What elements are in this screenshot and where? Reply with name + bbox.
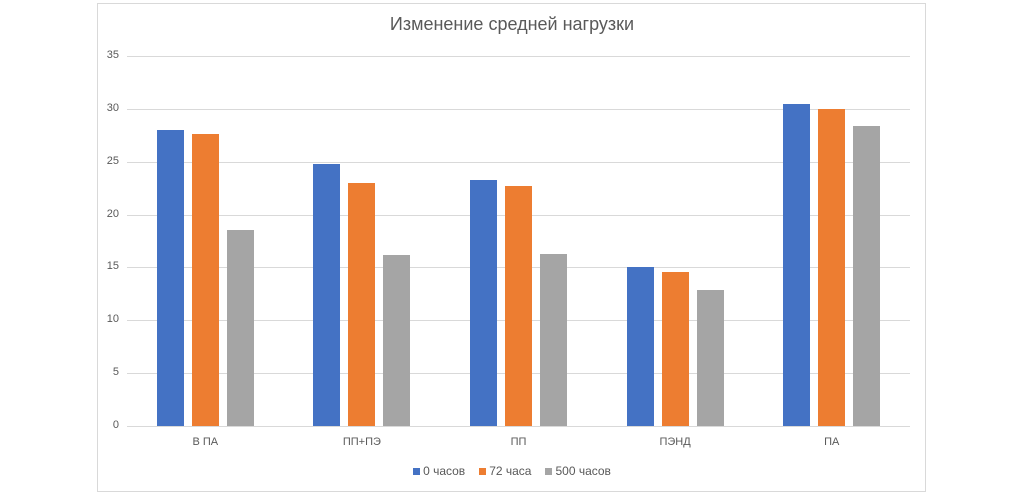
plot-area bbox=[127, 56, 910, 427]
legend-swatch-icon bbox=[413, 467, 421, 475]
gridline bbox=[127, 56, 910, 57]
bar bbox=[383, 254, 411, 426]
y-tick-label: 20 bbox=[106, 207, 119, 220]
bar bbox=[226, 230, 254, 426]
y-tick-label: 10 bbox=[106, 313, 119, 326]
y-tick-label: 5 bbox=[112, 366, 119, 379]
x-tick-label: ПЭНД bbox=[659, 436, 691, 448]
legend: 0 часов 72 часа 500 часов bbox=[0, 464, 1024, 478]
y-tick-label: 0 bbox=[112, 419, 119, 431]
legend-item: 500 часов bbox=[545, 464, 611, 478]
chart-title: Изменение средней нагрузки bbox=[389, 14, 635, 34]
bar bbox=[696, 289, 724, 426]
legend-item: 72 часа bbox=[479, 464, 531, 478]
bar bbox=[853, 125, 881, 426]
legend-swatch-icon bbox=[479, 467, 487, 475]
x-tick-label: ПП+ПЭ bbox=[342, 436, 381, 448]
bar bbox=[661, 271, 689, 426]
y-tick-label: 25 bbox=[106, 154, 119, 167]
y-tick-label: 30 bbox=[106, 101, 119, 114]
gridline bbox=[127, 161, 910, 163]
legend-item: 0 часов bbox=[413, 464, 465, 478]
bar bbox=[783, 103, 811, 426]
legend-swatch-icon bbox=[545, 467, 553, 475]
gridline bbox=[127, 108, 910, 110]
bar bbox=[313, 163, 341, 426]
y-tick-label: 35 bbox=[106, 49, 119, 61]
bar bbox=[505, 186, 532, 426]
gridline bbox=[127, 426, 910, 427]
bar bbox=[540, 253, 567, 426]
bar bbox=[470, 179, 497, 426]
x-tick-label: В ПА bbox=[192, 436, 219, 448]
x-tick-label: ПА bbox=[824, 436, 840, 448]
bar bbox=[191, 134, 219, 426]
bar bbox=[156, 130, 184, 426]
bar bbox=[348, 182, 376, 426]
bar bbox=[626, 267, 654, 426]
x-tick-label: ПП bbox=[510, 436, 527, 448]
bar bbox=[818, 108, 846, 426]
legend-label: 0 часов bbox=[423, 464, 466, 478]
legend-label: 500 часов bbox=[555, 464, 611, 478]
legend-label: 72 часа bbox=[489, 464, 532, 478]
y-tick-label: 15 bbox=[106, 260, 119, 273]
